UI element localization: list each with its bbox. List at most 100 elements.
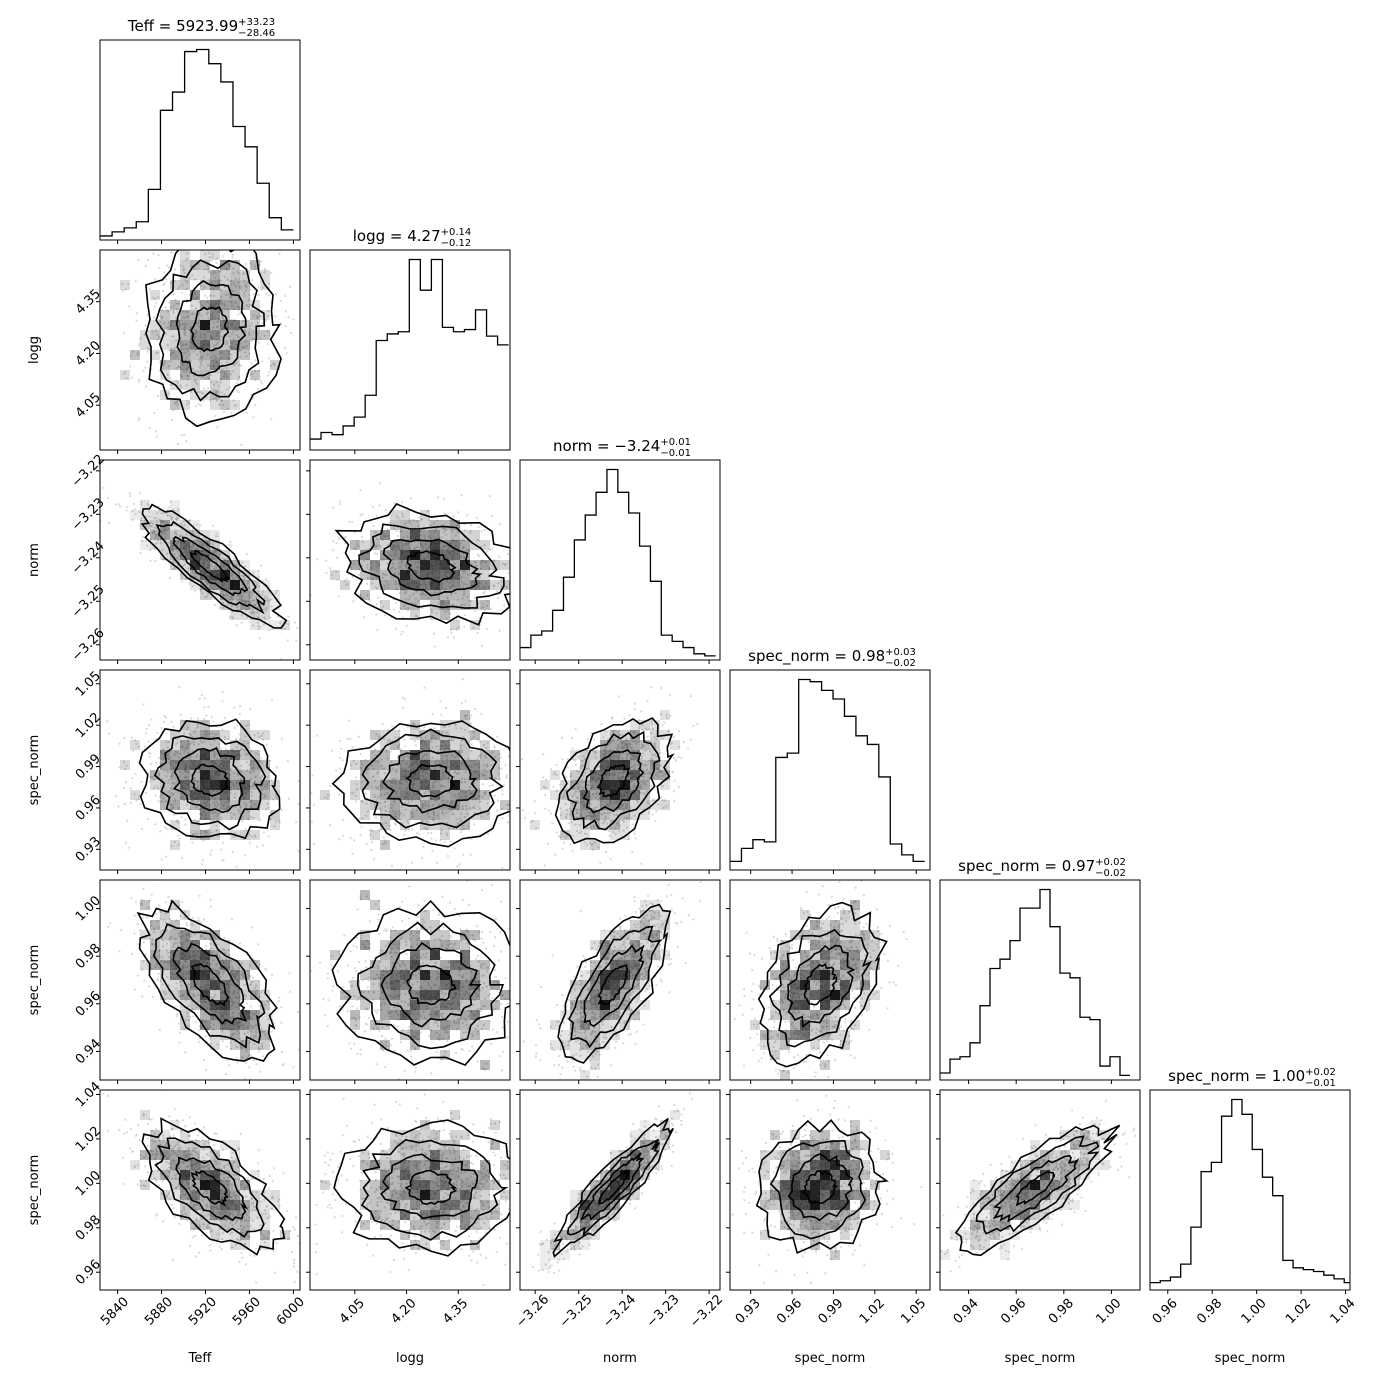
- sample-point: [260, 564, 263, 567]
- sample-point: [250, 758, 253, 761]
- sample-point: [184, 324, 187, 328]
- sample-point: [222, 403, 225, 407]
- sample-point: [168, 365, 171, 368]
- sample-point: [140, 500, 143, 503]
- sample-point: [161, 309, 164, 312]
- sample-point: [247, 818, 250, 821]
- sample-point: [453, 562, 456, 565]
- sample-point: [137, 258, 140, 261]
- sample-point: [186, 416, 189, 419]
- sample-point: [239, 356, 242, 359]
- density-cell: [200, 330, 210, 340]
- sample-point: [169, 576, 172, 580]
- sample-point: [129, 801, 132, 804]
- density-cell: [480, 600, 490, 610]
- sample-point: [245, 411, 248, 414]
- sample-point: [166, 552, 169, 556]
- sample-point: [165, 309, 168, 312]
- density-cell: [160, 530, 170, 540]
- sample-point: [385, 562, 389, 565]
- sample-point: [217, 317, 220, 320]
- sample-point: [210, 380, 213, 384]
- sample-point: [483, 591, 486, 594]
- density-cell: [400, 530, 410, 540]
- sample-point: [142, 369, 145, 372]
- sample-point: [232, 399, 235, 402]
- sample-point: [456, 523, 459, 527]
- sample-point: [162, 530, 165, 533]
- sample-point: [287, 316, 290, 319]
- density-cell: [230, 260, 240, 270]
- sample-point: [252, 766, 255, 769]
- sample-point: [367, 558, 370, 561]
- sample-point: [241, 820, 244, 823]
- sample-point: [437, 597, 440, 601]
- histogram-panel-2: norm = −3.24+0.01−0.01: [519, 437, 721, 664]
- sample-point: [155, 533, 158, 536]
- density-cell: [160, 390, 170, 400]
- sample-point: [218, 278, 221, 281]
- sample-point: [197, 403, 200, 406]
- sample-point: [159, 542, 162, 545]
- sample-point: [243, 280, 246, 283]
- sample-point: [460, 702, 463, 705]
- sample-point: [154, 559, 157, 563]
- density-cell: [420, 550, 430, 560]
- sample-point: [335, 542, 338, 545]
- density-cell: [220, 350, 230, 360]
- sample-point: [173, 798, 176, 801]
- sample-point: [204, 729, 207, 732]
- sample-point: [217, 371, 220, 374]
- sample-point: [160, 528, 163, 532]
- density-cell: [430, 610, 440, 620]
- sample-point: [248, 594, 251, 598]
- sample-point: [164, 716, 168, 719]
- sample-point: [220, 819, 223, 822]
- density-cell: [200, 340, 210, 350]
- sample-point: [246, 281, 250, 284]
- sample-point: [469, 722, 473, 725]
- sample-point: [179, 384, 182, 387]
- sample-point: [431, 849, 434, 852]
- sample-point: [219, 381, 222, 384]
- sample-point: [257, 616, 260, 620]
- density-cell: [480, 540, 490, 550]
- title-plus: +33.23: [238, 17, 275, 28]
- density-cell: [200, 350, 210, 360]
- sample-point: [258, 369, 261, 372]
- sample-point: [486, 600, 489, 603]
- contour-level-2: [358, 523, 505, 609]
- sample-point: [174, 530, 177, 533]
- sample-point: [124, 370, 127, 374]
- sample-point: [325, 559, 328, 562]
- sample-point: [445, 528, 448, 531]
- sample-point: [511, 753, 513, 755]
- density-cell: [200, 320, 210, 330]
- sample-point: [212, 271, 215, 274]
- sample-point: [139, 803, 142, 806]
- sample-point: [466, 514, 469, 517]
- sample-point: [123, 802, 126, 806]
- sample-point: [143, 519, 146, 522]
- sample-point: [254, 775, 257, 778]
- density-cell: [360, 540, 370, 550]
- histogram-panel-5: spec_norm = 1.00+0.02−0.01: [1149, 1067, 1351, 1294]
- sample-point: [392, 558, 395, 561]
- sample-point: [192, 545, 195, 548]
- density-cell: [390, 540, 400, 550]
- sample-point: [397, 534, 400, 538]
- density-cell: [480, 580, 490, 590]
- sample-point: [162, 527, 166, 530]
- sample-point: [199, 360, 202, 364]
- density-cell: [160, 550, 170, 560]
- sample-point: [191, 367, 194, 370]
- sample-point: [161, 289, 165, 293]
- sample-point: [397, 573, 401, 576]
- sample-point: [240, 770, 243, 773]
- sample-point: [420, 593, 423, 596]
- sample-point: [460, 538, 463, 542]
- title-minus-3: −0.02: [885, 658, 916, 669]
- density-cell: [410, 540, 420, 550]
- density-panel-0-2: [96, 459, 301, 664]
- density-cell: [270, 820, 280, 830]
